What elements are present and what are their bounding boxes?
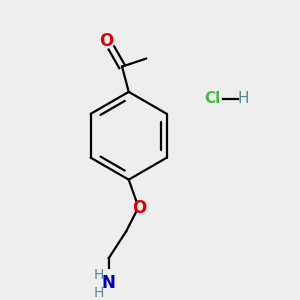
Text: O: O [132, 199, 146, 217]
Text: H: H [237, 91, 249, 106]
Text: N: N [102, 274, 116, 292]
Text: O: O [100, 32, 114, 50]
Text: H: H [94, 268, 104, 282]
Text: Cl: Cl [204, 91, 220, 106]
Text: H: H [94, 286, 104, 300]
